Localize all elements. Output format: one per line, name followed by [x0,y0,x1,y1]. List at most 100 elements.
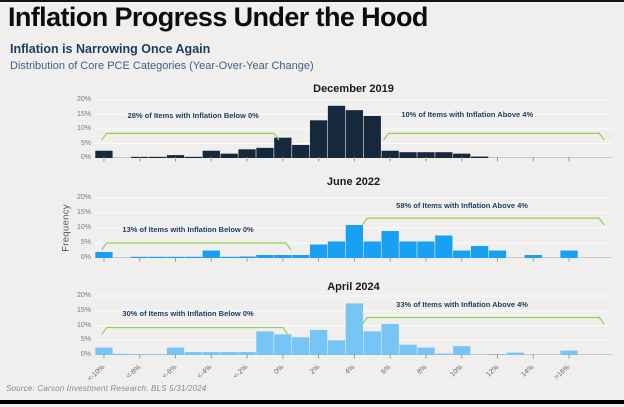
bar [435,235,453,258]
bar [560,350,578,356]
bar [220,153,238,158]
histogram-april-2024: April 2024 0% 5% 10% 15% 20% 30% of Items wit… [0,281,624,404]
bar [220,256,238,258]
bar [453,346,471,355]
histogram-canvas [95,197,612,262]
bar [327,105,346,158]
bar [148,156,167,158]
bar [220,352,238,355]
bar [95,150,113,158]
bar [435,353,453,355]
histogram-bars [95,303,578,356]
plot-area: 0% 5% 10% 15% 20% 28% of Items with Inflation… [77,96,612,162]
bar [524,255,542,258]
y-axis-tick-label: 20% [76,194,91,201]
bar [238,149,256,158]
histogram-canvas [95,99,612,162]
y-axis-tick-label: 5% [80,139,91,147]
page-title: Inflation Progress Under the Hood [8,2,428,32]
bar [560,250,578,258]
range-bracket [361,316,605,325]
y-axis-tick-label: 15% [76,306,91,314]
annotation-above-label: 58% of Items with Inflation Above 4% [396,200,528,210]
annotation-below-label: 13% of Items with Inflation Below 0% [122,225,254,235]
bar [166,347,185,356]
bar [202,352,220,355]
bar [363,115,381,158]
source-note: Source: Carson Investment Research, BLS … [6,384,207,393]
annotation-above-label: 33% of Items with Inflation Above 4% [396,299,528,309]
bar [184,256,203,258]
bar [381,150,399,158]
range-bracket [101,242,292,251]
bar [309,329,328,355]
y-axis-tick-label: 15% [76,209,91,216]
bar [327,241,346,258]
bar [453,153,471,158]
bar [363,241,381,258]
bar [274,255,292,258]
bar [363,331,381,355]
annotation-above-label: 10% of Items with Inflation Above 4% [401,110,534,120]
y-axis-tick-label: 20% [76,96,91,103]
bar [345,110,364,158]
bar [399,241,417,258]
bar [238,352,256,355]
bar [256,147,274,158]
bar [453,250,471,258]
bar [435,152,453,158]
chart-title: April 2024 [327,281,380,293]
bar [148,354,167,355]
y-axis-tick-label: 20% [76,292,91,299]
bar [309,244,328,258]
bar [417,347,435,356]
bar [274,137,292,158]
bar [417,241,435,258]
range-bracket [101,132,280,141]
y-axis-tick-label: 10% [76,224,91,231]
y-axis-tick-label: 10% [76,125,91,132]
range-bracket [383,132,605,141]
y-axis-tick-label: 5% [80,239,91,246]
bar [292,255,310,258]
bar [184,352,203,355]
bar [345,303,364,356]
bar [256,255,274,258]
bar [148,256,167,258]
bar [470,246,489,258]
bar [506,352,525,355]
bar [184,156,203,158]
bar [381,324,399,355]
bar [292,337,310,355]
bar [113,353,131,355]
bar [488,250,507,258]
bar [166,155,185,158]
y-axis-tick-label: 5% [80,336,91,344]
bar [381,231,399,258]
bar [399,152,417,158]
y-axis-tick-label: 10% [76,321,91,329]
histogram-canvas [95,295,612,359]
bar [95,347,113,356]
histogram-june-2022: June 2022 0% 5% 10% 15% 20% 13% of Items with… [0,176,624,281]
y-axis-tick-label: 0% [80,351,91,358]
bar [399,344,417,355]
bar [202,150,220,158]
bar [345,225,364,258]
y-axis-tick-label: 0% [80,154,91,161]
histogram-december-2019: December 2019 0% 5% 10% 15% 20% 28% of Items … [0,83,624,176]
bar [95,252,113,258]
bar [470,156,489,158]
y-axis-tick-label: 0% [80,254,91,261]
bar [256,331,274,355]
chart-title: December 2019 [313,83,394,95]
plot-area: 0% 5% 10% 15% 20% 13% of Items with Inflation… [77,194,612,262]
plot-area: 0% 5% 10% 15% 20% 30% of Items with Inflation… [77,292,612,383]
annotation-below-label: 30% of Items with Inflation Below 0% [122,309,254,319]
range-bracket [101,326,289,335]
annotation-below-label: 28% of Items with Inflation Below 0% [127,110,259,120]
histogram-bars [95,105,489,158]
bar [202,250,220,258]
range-bracket [361,217,605,226]
bar [274,334,292,355]
